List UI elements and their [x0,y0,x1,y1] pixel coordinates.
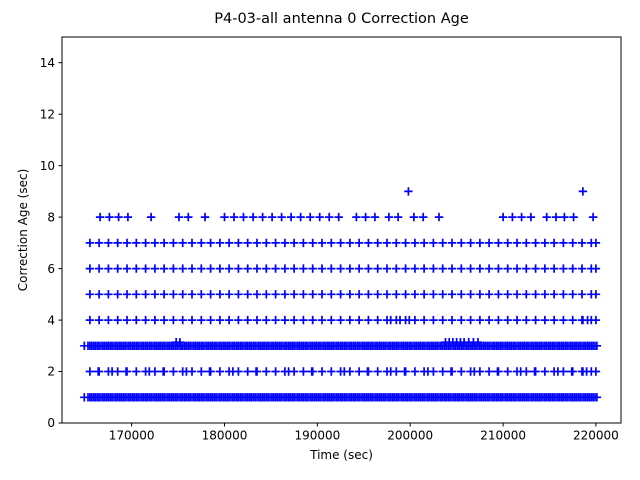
svg-text:0: 0 [47,416,55,430]
series-age-2 [85,367,601,376]
svg-text:210000: 210000 [480,429,526,443]
x-axis-ticks [131,423,597,427]
svg-text:14: 14 [40,56,55,70]
x-tick-labels: 170000 180000 190000 200000 210000 220000 [109,429,619,443]
plot-border [61,36,622,424]
y-axis-ticks [58,62,62,424]
series-age-9 [404,187,588,196]
svg-text:2: 2 [47,365,55,379]
svg-text:180000: 180000 [202,429,248,443]
y-axis-label: Correction Age (sec) [16,168,30,292]
x-axis-label: Time (sec) [310,448,373,462]
svg-text:10: 10 [40,159,55,173]
series-age-4 [85,315,601,325]
series-age-3-jitter [172,338,483,347]
series-age-8 [95,212,598,222]
series-age-3-band [80,341,602,350]
chart-title: P4-03-all antenna 0 Correction Age [214,11,469,27]
svg-text:6: 6 [47,262,55,276]
series-age-7 [85,238,601,248]
svg-text:12: 12 [40,107,55,121]
svg-text:170000: 170000 [109,429,155,443]
svg-text:190000: 190000 [294,429,340,443]
series-age-6 [85,264,601,273]
svg-text:220000: 220000 [573,429,619,443]
svg-text:200000: 200000 [387,429,433,443]
svg-text:8: 8 [47,210,55,224]
series-age-1-band [80,393,602,402]
series-age-5 [85,290,601,299]
svg-text:4: 4 [47,313,55,327]
y-tick-labels: 0 2 4 6 8 10 12 14 [40,56,55,430]
